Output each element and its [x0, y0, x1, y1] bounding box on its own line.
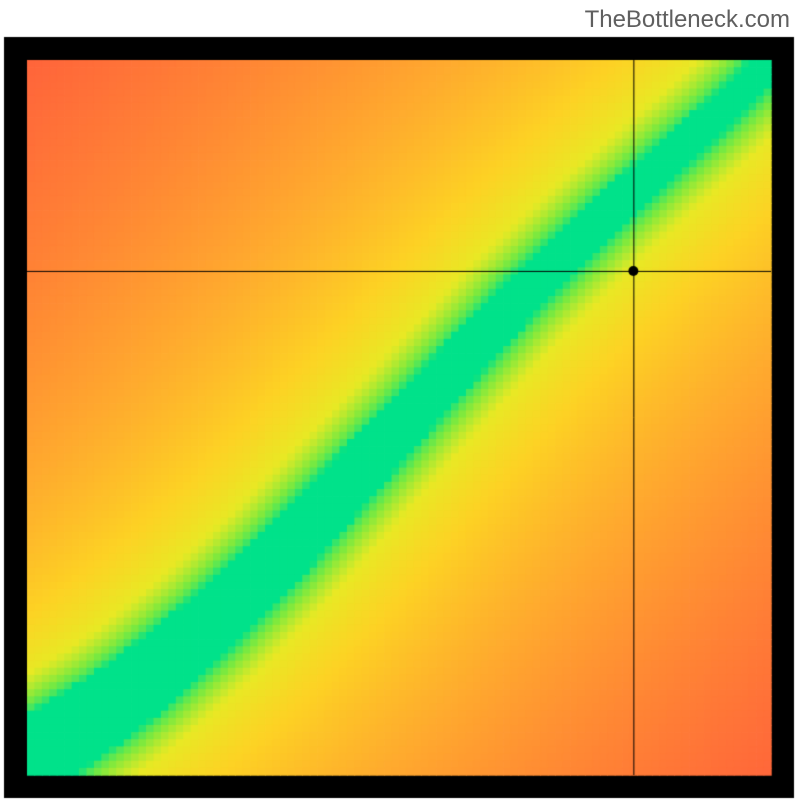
watermark-text: TheBottleneck.com — [585, 6, 790, 34]
chart-stage: TheBottleneck.com — [0, 0, 800, 800]
bottleneck-heatmap — [0, 0, 800, 800]
